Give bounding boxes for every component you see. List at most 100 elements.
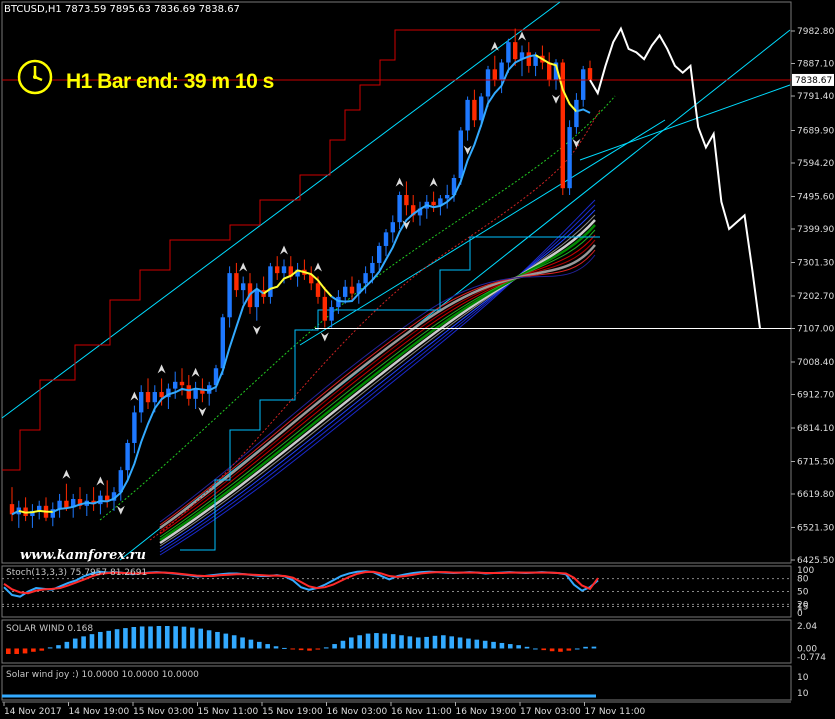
time-tick-label: 14 Nov 2017 (4, 707, 62, 717)
fractal-down-arrow (552, 94, 560, 104)
candle-body (485, 69, 491, 97)
fractal-down-arrow (572, 138, 581, 148)
candle-body (431, 201, 436, 206)
solar-wind-bar (449, 636, 455, 649)
solar-wind-bar (566, 648, 572, 651)
fractal-up-arrow (191, 367, 200, 377)
solar-wind-bar (106, 630, 111, 649)
price-tick-label: 7399.90 (797, 225, 834, 235)
price-tick-label: 7689.90 (797, 126, 834, 136)
joy-level-label: 10 (797, 689, 809, 699)
candle-body (581, 69, 586, 100)
candle-body (166, 388, 171, 398)
price-tick-label: 7008.40 (797, 358, 834, 368)
price-tick-label: 7301.30 (797, 258, 834, 268)
solar-wind-bar (240, 637, 245, 649)
fractal-down-arrow (320, 332, 329, 342)
ma-fan-line (159, 239, 596, 532)
moving-average-line (331, 54, 536, 303)
price-tick-label: 7594.20 (797, 159, 834, 169)
candle-body (349, 286, 355, 294)
solar-wind-bar (290, 648, 296, 650)
candle-body (152, 392, 157, 403)
candle-body (547, 62, 552, 80)
candle-body (234, 273, 239, 291)
price-pane-frame (1, 1, 792, 564)
solar-wind-label: SOLAR WIND 0.168 (6, 624, 94, 634)
price-tick-label: 6521.30 (797, 523, 834, 533)
candle-body (254, 290, 259, 308)
solar-wind-frame (1, 619, 792, 664)
solar-wind-bar (591, 646, 597, 649)
solar-wind-bar (583, 646, 588, 649)
moving-average-line (535, 54, 578, 113)
price-tick-label: 7107.00 (797, 325, 834, 335)
candle-body (506, 42, 511, 63)
solar-wind-bar (14, 648, 19, 654)
solar-wind-pane[interactable]: 2.04 0.00-0.774 (1, 619, 826, 664)
solar-wind-bar (64, 641, 70, 649)
solar-wind-bar (282, 647, 287, 649)
solar-wind-level-label: -0.774 (797, 653, 826, 663)
solar-wind-bar (340, 640, 346, 649)
ma-fan-line (159, 214, 596, 547)
time-tick-label: 16 Nov 11:00 (391, 707, 452, 717)
solar-wind-joy-pane[interactable]: 10 10 (1, 665, 809, 701)
channel-line (1, 1, 561, 419)
solar-wind-bar (365, 633, 371, 649)
solar-wind-bar (47, 647, 53, 649)
solar-wind-bar (432, 635, 438, 649)
price-tick-label: 6912.70 (797, 391, 834, 401)
fractal-up-arrow (518, 31, 526, 41)
candle-body (179, 381, 185, 386)
ma-fan-line (159, 204, 596, 553)
fractal-down-arrow (463, 145, 472, 155)
candle-body (275, 266, 280, 274)
solar-wind-bar (31, 648, 36, 652)
solar-wind-bar (114, 629, 120, 649)
price-tick-label: 6619.80 (797, 490, 834, 500)
solar-wind-bar (332, 644, 337, 649)
moving-average-line (11, 510, 20, 516)
solar-wind-bar (6, 648, 11, 654)
candle-body (193, 388, 198, 399)
price-projection-line (589, 26, 761, 329)
candle-body (397, 195, 402, 223)
chart-title: BTCUSD,H1 7873.59 7895.63 7836.69 7838.6… (4, 4, 240, 15)
solar-wind-bar (399, 635, 404, 649)
solar-wind-bar (474, 639, 480, 649)
solar-wind-level-label: 2.04 (797, 622, 817, 632)
solar-wind-bar (491, 641, 496, 649)
solar-wind-bar (482, 640, 488, 649)
candle-body (132, 412, 137, 443)
envelope-line (2, 29, 600, 471)
fractal-down-arrow (252, 325, 261, 335)
candle-body (329, 307, 334, 321)
solar-wind-level-label: 0.00 (797, 644, 817, 654)
candle-body (315, 283, 321, 297)
stochastic-label: Stoch(13,3,3) 75.7957 81.2691 (6, 568, 148, 578)
solar-wind-bar (164, 626, 170, 649)
solar-wind-bar (22, 648, 28, 654)
solar-wind-bar (307, 648, 312, 651)
candle-body (241, 283, 246, 291)
price-axis: 7982.80 7887.10 7791.40 7689.90 7594.20 7495.… (791, 27, 834, 566)
fractal-up-arrow (395, 177, 404, 187)
candle-body (445, 195, 450, 199)
moving-average-line (52, 287, 265, 513)
ma-fan-line (159, 249, 596, 526)
signal-dotted-green (99, 95, 616, 521)
price-pane[interactable] (1, 1, 792, 564)
solar-wind-bar (349, 637, 354, 649)
stochastic-level-label: 50 (797, 588, 809, 598)
candle-body (309, 274, 314, 284)
solar-wind-bar (72, 638, 78, 649)
ma-fan-line (159, 244, 596, 530)
time-tick-label: 17 Nov 03:00 (520, 707, 581, 717)
candle-body (370, 262, 375, 274)
moving-average-line (263, 269, 333, 298)
solar-wind-bar (273, 646, 279, 649)
ma-fan-line (159, 254, 596, 523)
